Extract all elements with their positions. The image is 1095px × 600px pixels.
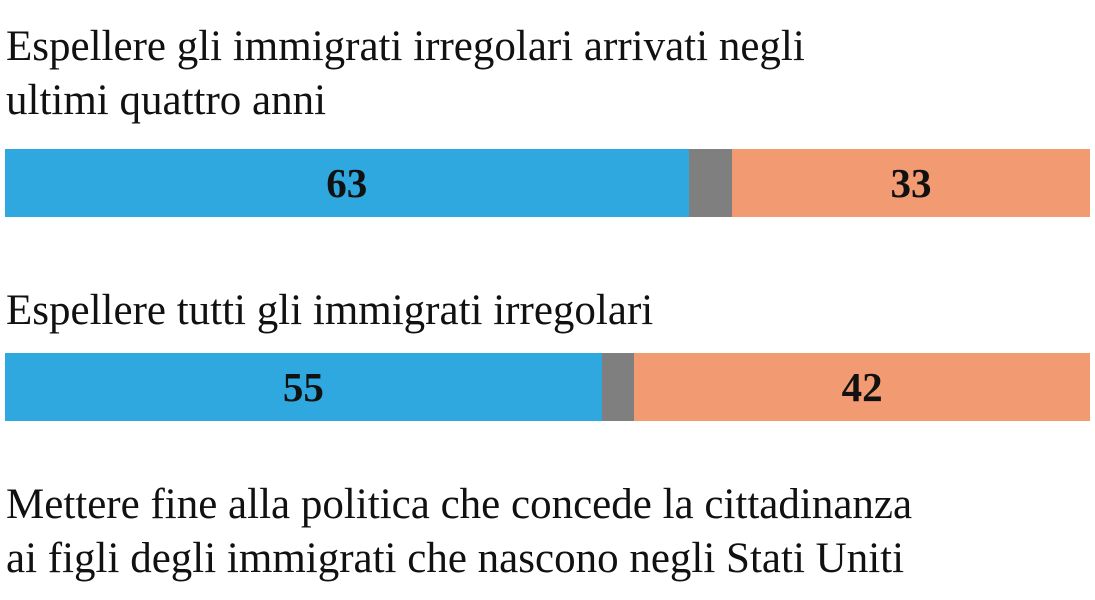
bar-segment-favor: 63 bbox=[5, 149, 689, 217]
data-label: 42 bbox=[841, 364, 883, 410]
question-label-line: Espellere tutti gli immigrati irregolari bbox=[6, 287, 654, 334]
bar-segment-favor: 55 bbox=[5, 353, 602, 421]
question-label-line: ai figli degli immigrati che nascono neg… bbox=[6, 535, 905, 582]
stacked-bar: 55 42 bbox=[5, 353, 1090, 421]
data-label: 55 bbox=[282, 364, 324, 410]
bar-segment-undecided bbox=[688, 149, 732, 217]
question-label-line: Mettere fine alla politica che concede l… bbox=[6, 481, 913, 528]
bar-segment-oppose: 42 bbox=[634, 353, 1090, 421]
stacked-bar: 63 33 bbox=[5, 149, 1090, 217]
question-label: Espellere tutti gli immigrati irregolari bbox=[6, 284, 653, 338]
bar-segment-oppose: 33 bbox=[731, 149, 1090, 217]
data-label: 33 bbox=[890, 160, 932, 206]
data-label: 63 bbox=[326, 160, 368, 206]
question-label-line: Espellere gli immigrati irregolari arriv… bbox=[6, 23, 805, 70]
question-label: Mettere fine alla politica che concede l… bbox=[6, 478, 912, 586]
question-label: Espellere gli immigrati irregolari arriv… bbox=[6, 20, 805, 128]
question-label-line: ultimi quattro anni bbox=[6, 77, 327, 124]
bar-segment-undecided bbox=[601, 353, 635, 421]
